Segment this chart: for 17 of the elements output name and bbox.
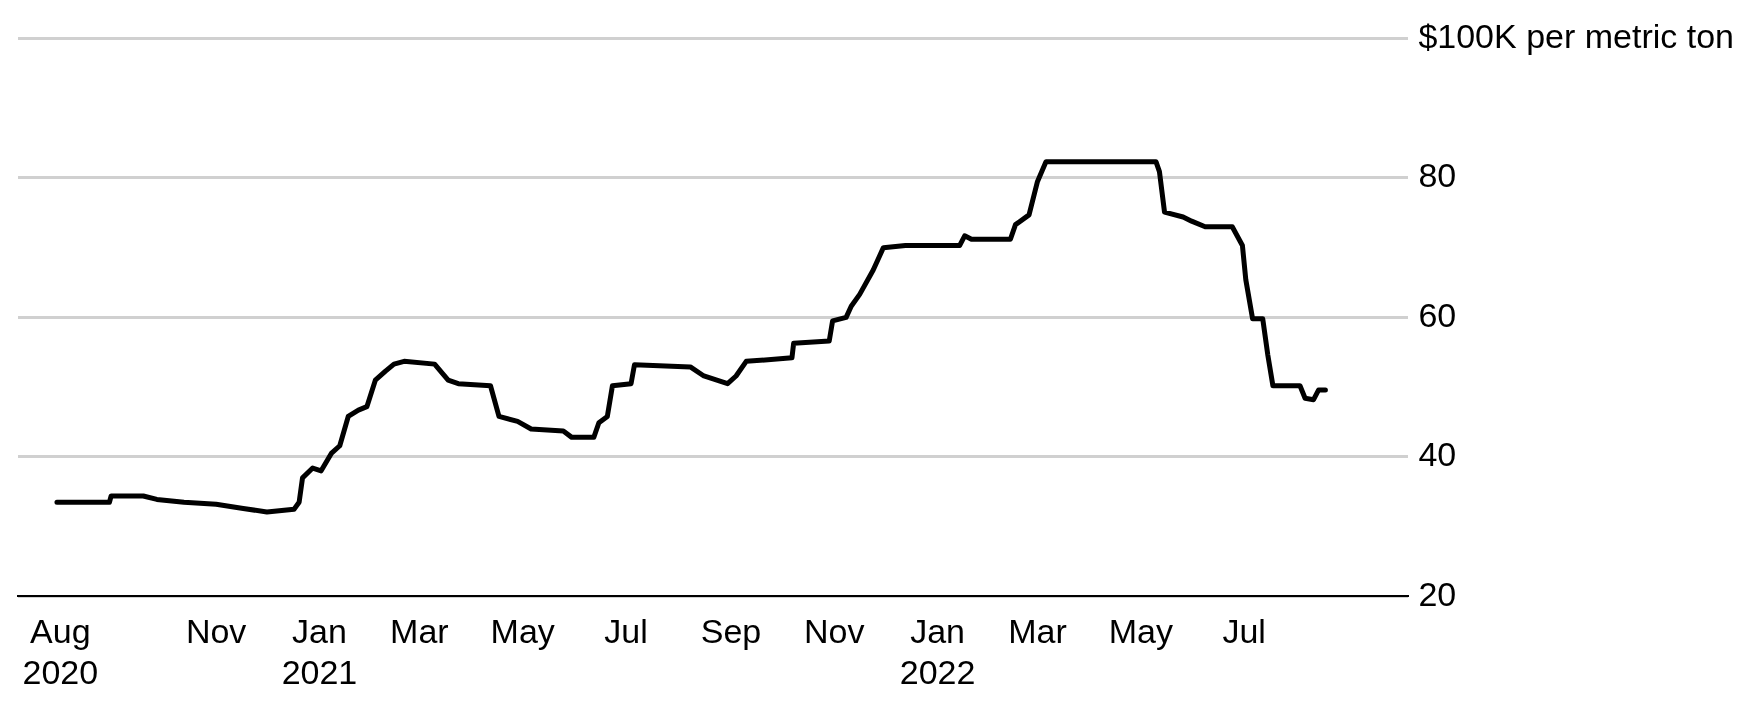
x-tick-label: Aug 2020	[22, 612, 99, 691]
x-tick-label: May	[1108, 612, 1173, 651]
y-tick-label: 40	[1418, 435, 1457, 474]
x-tick-label: Jul	[604, 612, 648, 651]
x-tick-label: Jul	[1222, 612, 1266, 651]
x-tick-label: Nov	[804, 612, 865, 651]
x-tick-label: Jan 2021	[281, 612, 358, 691]
y-tick-label: $100K per metric ton	[1418, 16, 1735, 55]
y-tick-label: 60	[1418, 295, 1457, 334]
x-tick-label: Mar	[1008, 612, 1067, 651]
x-tick-label: Sep	[700, 612, 762, 651]
x-tick-label: Jan 2022	[899, 612, 976, 691]
x-tick-label: Mar	[390, 612, 449, 651]
x-tick-label: May	[490, 612, 555, 651]
x-tick-label: Nov	[185, 612, 247, 651]
y-tick-label: 80	[1418, 156, 1457, 195]
y-tick-label: 20	[1418, 574, 1457, 613]
